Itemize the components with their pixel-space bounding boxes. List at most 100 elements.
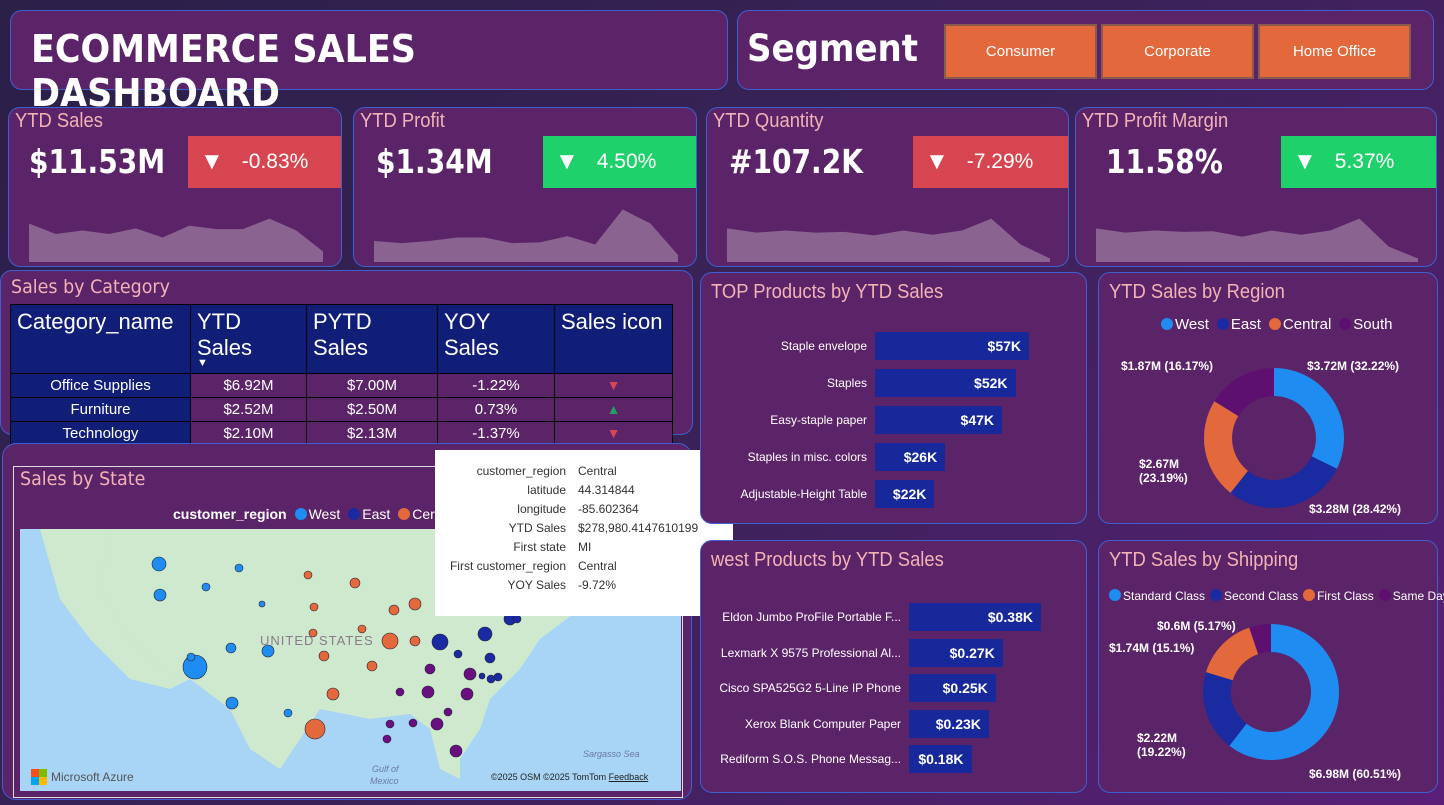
table-row[interactable]: Furniture $2.52M $2.50M 0.73% ▲ (10, 397, 673, 422)
state-sales-bubble[interactable] (225, 696, 239, 710)
bar[interactable]: $52K (875, 369, 1016, 397)
legend-item[interactable]: First Class (1303, 589, 1374, 603)
column-header-pytd-sales[interactable]: PYTD Sales (306, 304, 438, 374)
state-sales-bubble[interactable] (512, 614, 522, 624)
bar[interactable]: $22K (875, 480, 935, 508)
state-sales-bubble[interactable] (349, 577, 361, 589)
bar[interactable]: $0.27K (909, 638, 1003, 667)
state-sales-bubble[interactable] (357, 624, 367, 634)
column-header-ytd-sales[interactable]: YTD Sales ▼ (190, 304, 307, 374)
column-header-category[interactable]: Category_name (10, 304, 191, 374)
segment-corporate-button[interactable]: Corporate (1101, 24, 1254, 79)
donut-slice[interactable] (1203, 401, 1248, 493)
state-sales-bubble[interactable] (486, 674, 496, 684)
state-sales-bubble[interactable] (453, 649, 463, 659)
segment-home-office-button[interactable]: Home Office (1258, 24, 1411, 79)
bar-row[interactable]: Cisco SPA525G2 5-Line IP Phone $0.25K (701, 674, 996, 702)
bar-row[interactable]: Lexmark X 9575 Professional Al... $0.27K (701, 638, 1003, 667)
legend-item[interactable]: East (1216, 316, 1261, 333)
state-sales-bubble[interactable] (186, 652, 196, 662)
state-sales-bubble[interactable] (395, 687, 405, 697)
state-sales-bubble[interactable] (225, 642, 237, 654)
table-row[interactable]: Office Supplies $6.92M $7.00M -1.22% ▼ (10, 373, 673, 398)
state-sales-bubble[interactable] (304, 718, 326, 740)
donut-slice[interactable] (1230, 456, 1337, 509)
state-sales-bubble[interactable] (388, 604, 400, 616)
state-sales-bubble[interactable] (382, 734, 392, 744)
state-sales-bubble[interactable] (443, 707, 453, 717)
state-sales-bubble[interactable] (381, 632, 399, 650)
bar[interactable]: $0.18K (909, 745, 972, 773)
legend-dot-icon (1161, 318, 1173, 330)
state-sales-bubble[interactable] (430, 717, 444, 731)
legend-item[interactable]: Second Class (1210, 589, 1298, 603)
state-sales-bubble[interactable] (234, 563, 244, 573)
shipping-donut-chart[interactable] (1099, 541, 1439, 794)
state-sales-bubble[interactable] (318, 650, 330, 662)
state-sales-bubble[interactable] (478, 672, 486, 680)
bar-row[interactable]: Staple envelope $57K (701, 332, 1029, 360)
state-sales-bubble[interactable] (201, 582, 211, 592)
state-sales-bubble[interactable] (460, 687, 474, 701)
bar-row[interactable]: Staples in misc. colors $26K (701, 443, 946, 471)
legend-item[interactable]: Standard Class (1109, 589, 1205, 603)
bar-row[interactable]: Staples $52K (701, 369, 1016, 397)
bar[interactable]: $0.25K (909, 674, 996, 702)
state-sales-bubble[interactable] (385, 719, 395, 729)
segment-consumer-button[interactable]: Consumer (944, 24, 1097, 79)
donut-slice[interactable] (1203, 672, 1247, 746)
legend-item[interactable]: West (1161, 316, 1209, 333)
state-sales-bubble[interactable] (182, 654, 208, 680)
state-sales-bubble[interactable] (309, 602, 319, 612)
state-sales-bubble[interactable] (308, 628, 318, 638)
legend-item[interactable]: Same Day (1378, 589, 1444, 603)
bar-row[interactable]: Adjustable-Height Table $22K (701, 480, 935, 508)
legend-item-east[interactable]: East (348, 506, 390, 522)
bar-row[interactable]: Easy-staple paper $47K (701, 406, 1002, 434)
state-sales-bubble[interactable] (326, 687, 340, 701)
bar-row[interactable]: Eldon Jumbo ProFile Portable F... $0.38K (701, 603, 1041, 631)
state-sales-bubble[interactable] (477, 626, 493, 642)
state-sales-bubble[interactable] (449, 744, 463, 758)
bar[interactable]: $47K (875, 406, 1002, 434)
state-sales-bubble[interactable] (261, 644, 275, 658)
table-row[interactable]: Technology $2.10M $2.13M -1.37% ▼ (10, 421, 673, 446)
legend-item-west[interactable]: West (294, 506, 340, 522)
donut-slice[interactable] (1229, 624, 1339, 760)
sales-by-category-panel: Sales by Category Category_name YTD Sale… (0, 270, 693, 446)
state-sales-bubble[interactable] (431, 633, 449, 651)
legend-item-central[interactable]: Cer (398, 506, 435, 522)
donut-slice[interactable] (1274, 368, 1344, 469)
state-sales-bubble[interactable] (303, 570, 313, 580)
legend-item[interactable]: Central (1268, 316, 1331, 333)
region-donut-chart[interactable] (1099, 273, 1439, 525)
bar[interactable]: $26K (875, 443, 946, 471)
state-sales-bubble[interactable] (463, 667, 477, 681)
column-header-sales-icon[interactable]: Sales icon (554, 304, 673, 374)
state-sales-bubble[interactable] (484, 652, 496, 664)
state-sales-bubble[interactable] (258, 600, 266, 608)
feedback-link[interactable]: Feedback (608, 772, 649, 782)
state-sales-bubble[interactable] (421, 685, 435, 699)
donut-slice[interactable] (1214, 368, 1274, 416)
column-header-yoy-sales[interactable]: YOY Sales (437, 304, 555, 374)
state-sales-bubble[interactable] (408, 718, 418, 728)
state-sales-bubble[interactable] (408, 597, 422, 611)
state-sales-bubble[interactable] (409, 635, 421, 647)
bar[interactable]: $57K (875, 332, 1029, 360)
state-sales-bubble[interactable] (283, 708, 293, 718)
bar-row[interactable]: Rediform S.O.S. Phone Messag... $0.18K (701, 745, 972, 773)
bar[interactable]: $0.23K (909, 709, 989, 738)
legend-item[interactable]: South (1339, 316, 1392, 333)
donut-slice[interactable] (1206, 627, 1259, 681)
legend-dot-icon (1378, 589, 1391, 601)
state-sales-bubble[interactable] (151, 556, 167, 572)
state-sales-bubble[interactable] (366, 660, 378, 672)
state-sales-bubble[interactable] (424, 663, 436, 675)
state-sales-bubble[interactable] (153, 588, 167, 602)
category-table: Category_name YTD Sales ▼ PYTD Sales YOY … (10, 304, 673, 446)
sales-by-category-title: Sales by Category (11, 276, 170, 298)
bar[interactable]: $0.38K (909, 603, 1041, 631)
bar-row[interactable]: Xerox Blank Computer Paper $0.23K (701, 709, 989, 738)
donut-slice[interactable] (1249, 624, 1271, 655)
